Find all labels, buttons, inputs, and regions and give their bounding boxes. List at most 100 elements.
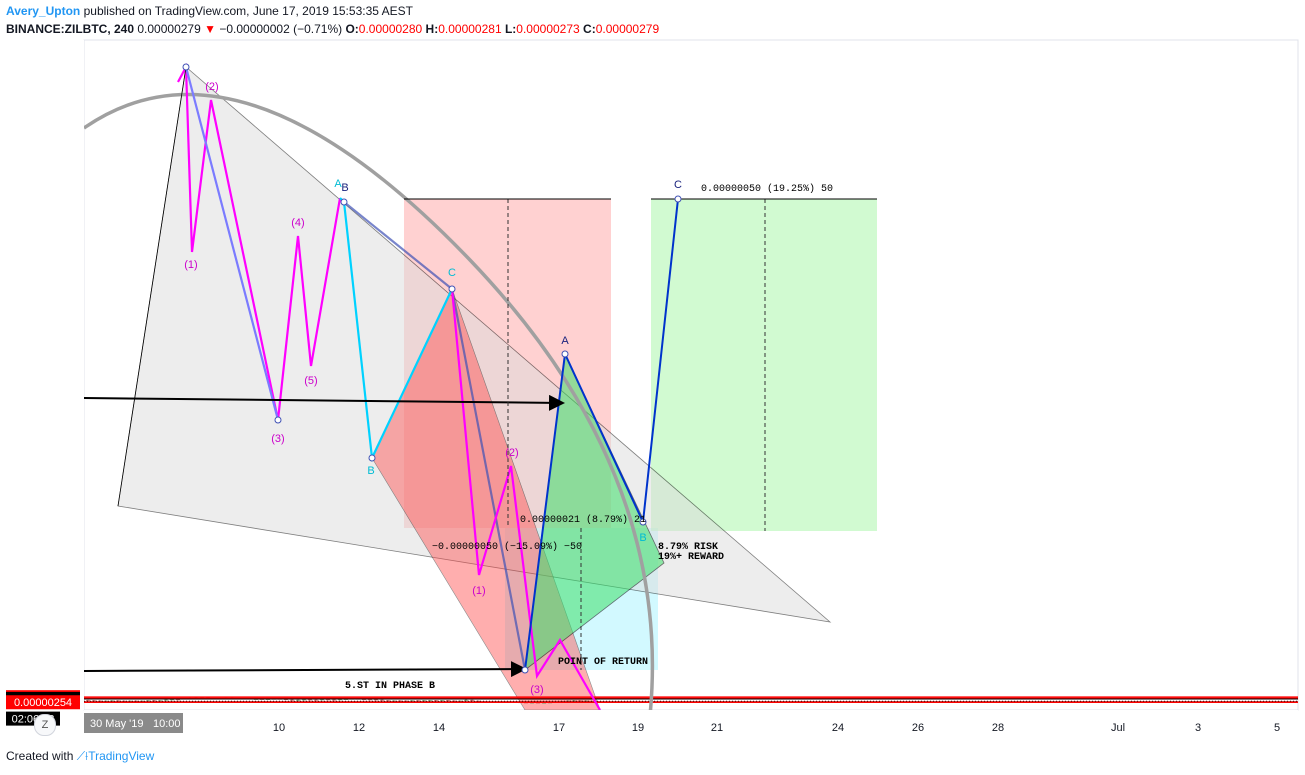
wave-label: (1)	[184, 259, 197, 271]
price-tag	[6, 695, 80, 710]
time-tick-label: 3	[1195, 722, 1201, 734]
time-tick-label: 12	[353, 722, 365, 734]
wave-label: (2)	[505, 447, 518, 459]
pivot-point	[674, 195, 682, 203]
wave-label: A	[561, 335, 569, 347]
change-down-icon: ▼	[204, 22, 216, 36]
candle-body	[302, 699, 306, 701]
reward-label: 19%+ REWARD	[658, 552, 724, 563]
cycle-arc	[84, 92, 655, 710]
candle-body	[320, 699, 324, 701]
candle-body	[338, 699, 342, 701]
time-tick-label: 17	[553, 722, 565, 734]
ohlc-legend: BINANCE:ZILBTC, 240 0.00000279 ▼ −0.0000…	[6, 22, 659, 36]
candle-body	[470, 699, 474, 701]
candle-body	[530, 702, 534, 704]
time-range-badge	[84, 713, 183, 733]
wave-label: (2)	[205, 81, 218, 93]
candle-body	[446, 700, 450, 702]
pivot-point	[340, 198, 348, 206]
candle-body	[428, 700, 432, 702]
published-text: published on TradingView.com, June 17, 2…	[83, 4, 413, 18]
wave-label: C	[448, 267, 456, 279]
pivot-point	[639, 518, 647, 526]
tradingview-brand[interactable]: TradingView	[88, 749, 155, 763]
impulse-wave-line	[177, 62, 342, 421]
candle-body	[434, 700, 438, 702]
time-tick-label: Jul	[1111, 722, 1125, 734]
wave-trend-line	[184, 66, 280, 421]
chart-header: Avery_Upton published on TradingView.com…	[6, 4, 1296, 40]
price-axis	[0, 40, 84, 710]
wave-label: B	[639, 532, 646, 544]
time-tick-label: 14	[433, 722, 445, 734]
time-tick-label: 21	[711, 722, 723, 734]
time-tick-label: 19	[632, 722, 644, 734]
point-of-return-label: POINT OF RETURN	[558, 657, 648, 668]
symbol-label[interactable]: BINANCE:ZILBTC, 240	[6, 22, 135, 36]
wave-label: (1)	[472, 585, 485, 597]
created-with-text: Created with	[6, 749, 74, 763]
candle-body	[284, 699, 288, 701]
pivot-point	[274, 416, 282, 424]
time-tick-label: 24	[832, 722, 844, 734]
time-tick-label: 5	[1274, 722, 1280, 734]
triangle-edge	[117, 66, 187, 507]
high-value: 0.00000281	[438, 22, 502, 36]
wave-label: C	[674, 179, 682, 191]
time-tick-label: 10:00	[153, 718, 181, 730]
candle-body	[170, 699, 174, 701]
low-label: L:	[504, 22, 517, 36]
phase-arrow	[84, 661, 527, 678]
candle-body	[536, 702, 540, 704]
pivot-point	[182, 63, 190, 71]
wave-label: (5)	[304, 375, 317, 387]
low-value: 0.00000273	[516, 22, 580, 36]
candle-body	[86, 700, 90, 702]
close-label: C:	[583, 22, 596, 36]
candle-body	[422, 700, 426, 702]
candle-body	[308, 699, 312, 701]
candle-body	[464, 699, 468, 701]
tradingview-logo-icon: ⟋⟊	[76, 749, 89, 763]
time-tick-label: 28	[992, 722, 1004, 734]
time-tick-label: 30 May '19	[90, 718, 143, 730]
short-position-label: −0.00000050 (−15.09%) −50	[432, 541, 582, 553]
wave-label: (4)	[291, 217, 304, 229]
open-value: 0.00000280	[358, 22, 423, 36]
risk-label: 8.79% RISK	[658, 542, 718, 553]
open-label: O:	[345, 22, 359, 36]
candle-body	[374, 699, 378, 701]
pivot-point	[448, 285, 456, 293]
time-axis	[84, 710, 1298, 738]
wave-2-line	[450, 288, 601, 710]
footer: Created with ⟋⟊TradingView	[6, 749, 154, 764]
time-tick-label: 10	[273, 722, 285, 734]
close-value: 0.00000279	[595, 22, 660, 36]
pivot-point	[561, 350, 569, 358]
author-link[interactable]: Avery_Upton	[6, 4, 81, 18]
long-position-label: 0.00000021 (8.79%) 21	[520, 514, 646, 526]
candle-body	[326, 699, 330, 701]
target-label: 0.00000050 (19.25%) 50	[701, 183, 833, 195]
candle-body	[290, 699, 294, 701]
wave-label: A	[334, 178, 342, 190]
wave-label: B	[367, 465, 374, 477]
wave-label: B	[341, 182, 348, 194]
candle-body	[380, 699, 384, 701]
candle-body	[314, 699, 318, 701]
candle-body	[332, 699, 336, 701]
last-price: 0.00000279	[137, 22, 201, 36]
candle-body	[368, 699, 372, 701]
candle-body	[296, 699, 300, 701]
high-label: H:	[425, 22, 439, 36]
pivot-point	[521, 666, 529, 674]
candle-body	[164, 699, 168, 701]
price-tag-label: 0.00000254	[14, 697, 72, 709]
pivot-point	[368, 454, 376, 462]
target-wave-line	[524, 198, 679, 671]
candle-body	[362, 699, 366, 701]
auto-scale-button[interactable]: Z	[34, 714, 56, 736]
horizontal-arrow	[84, 394, 565, 411]
